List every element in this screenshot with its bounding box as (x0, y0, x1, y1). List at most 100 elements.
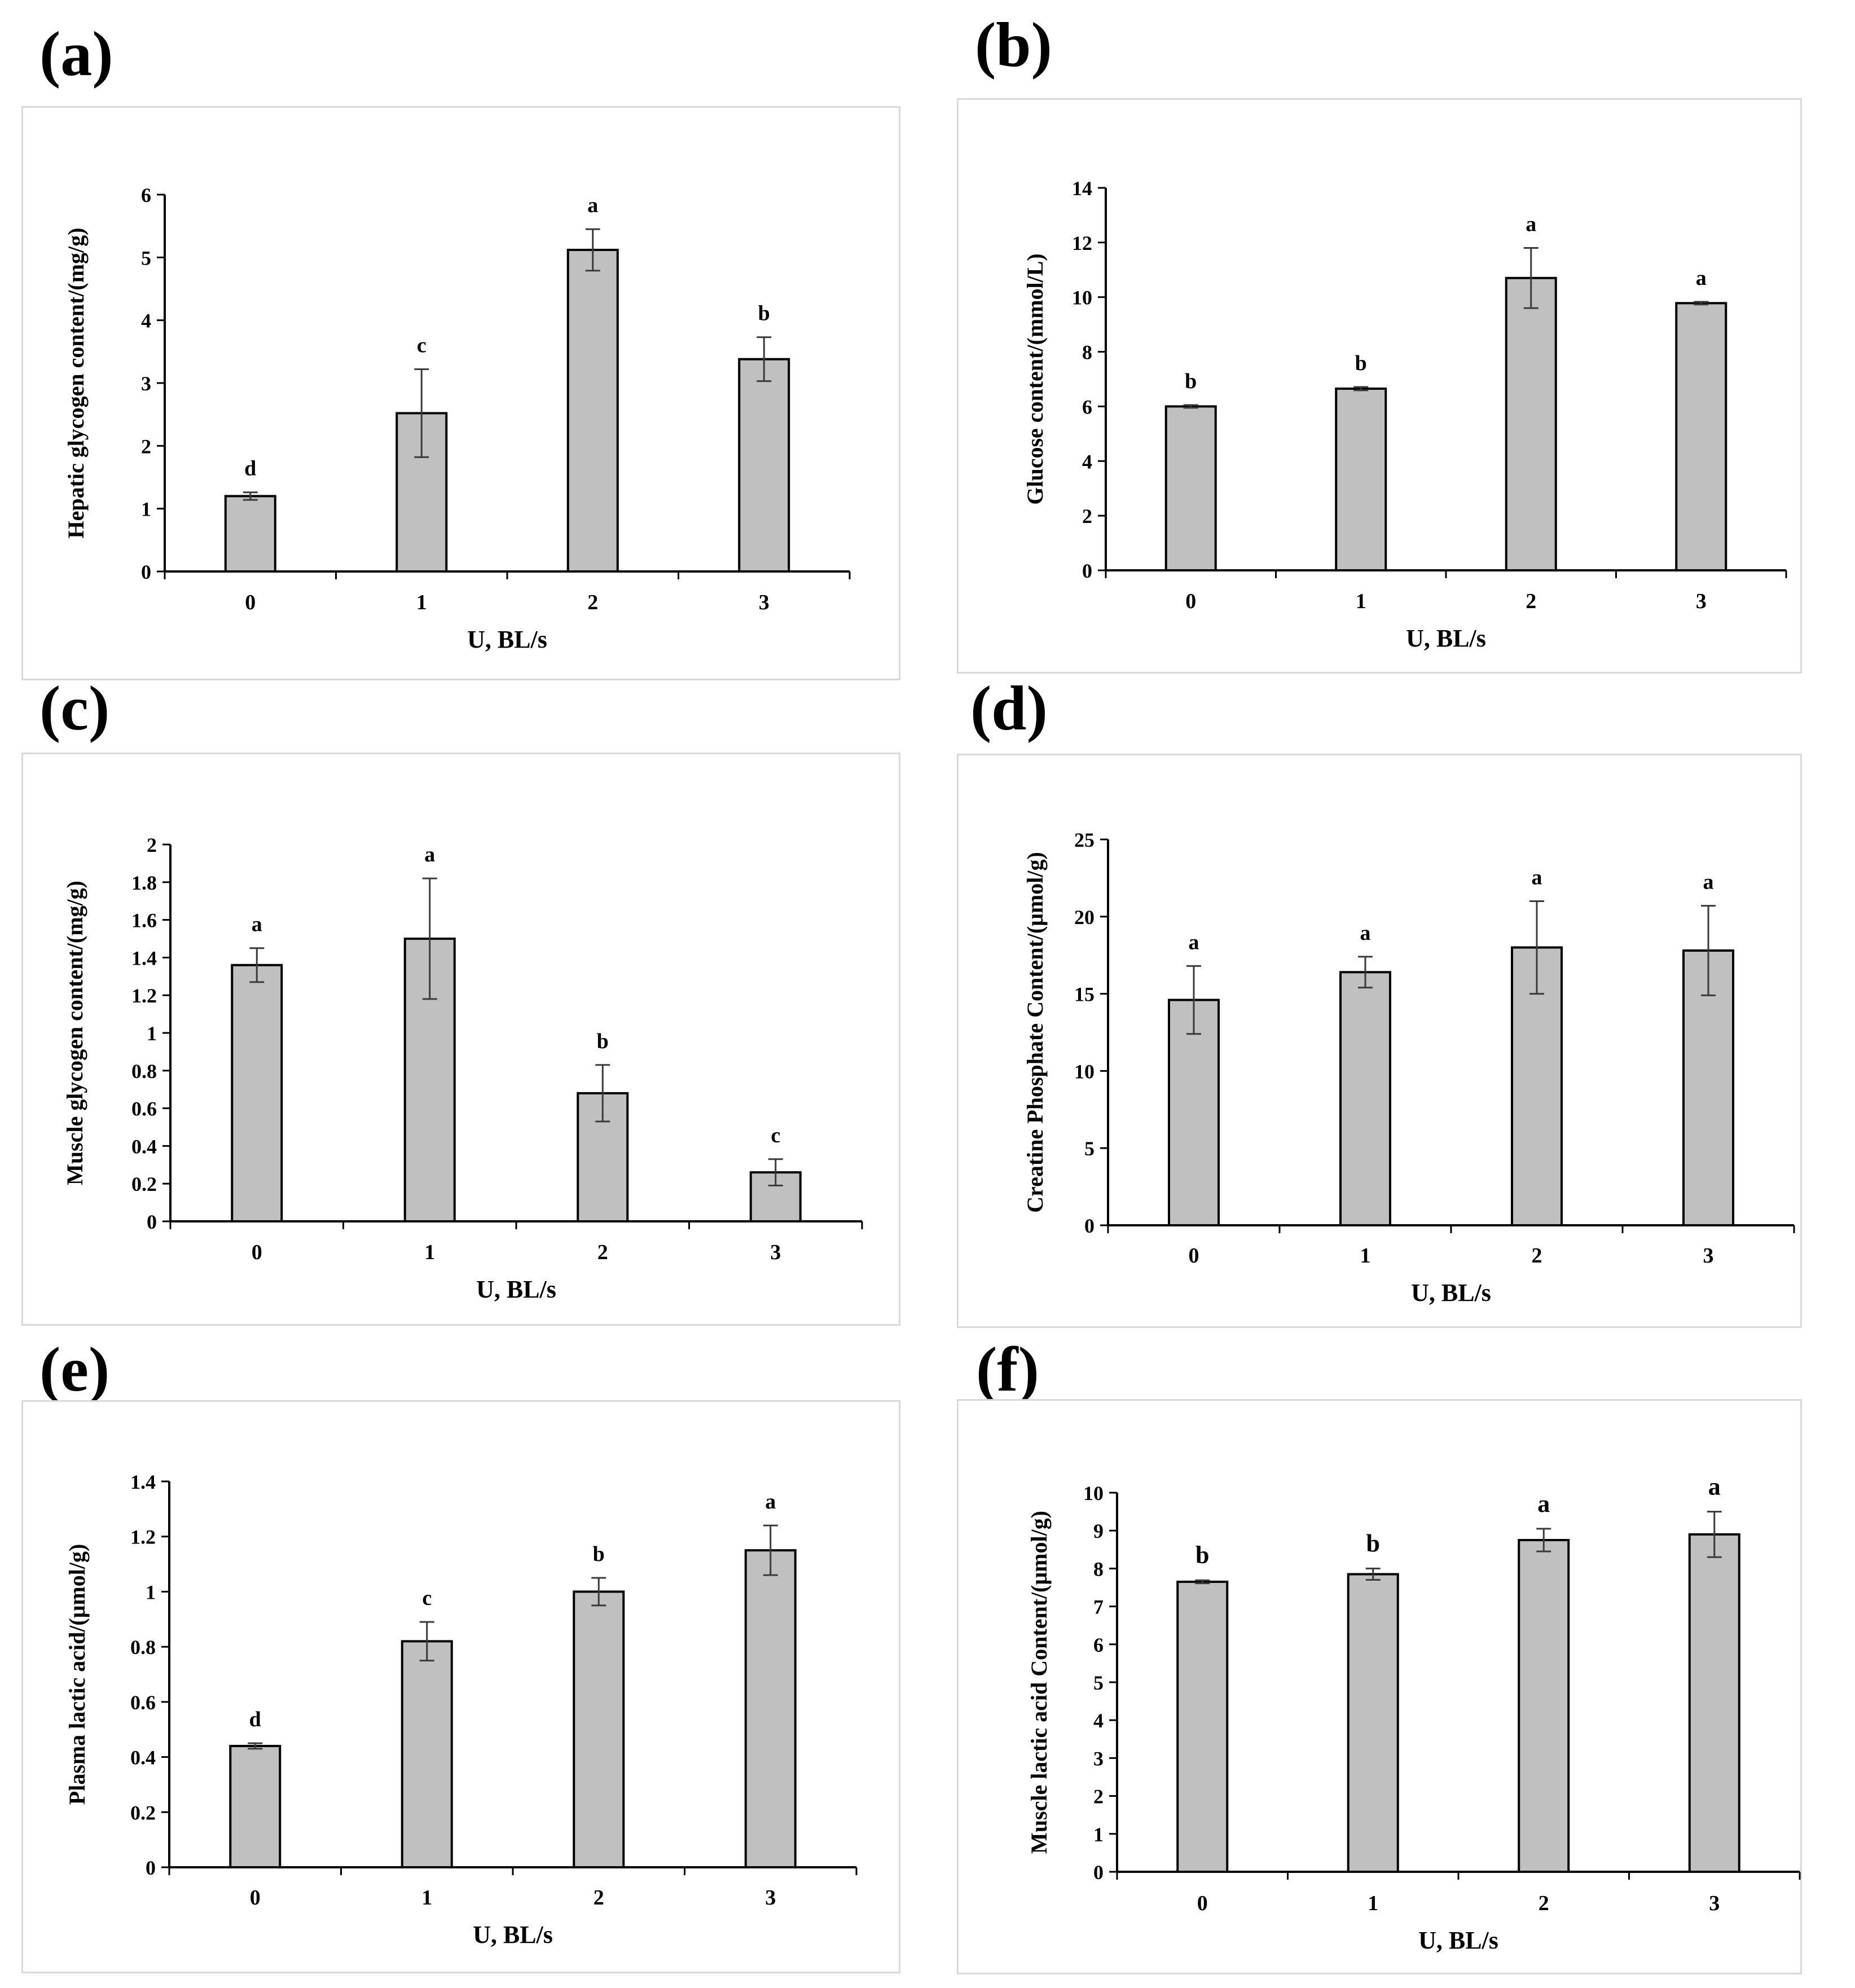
x-tick-label: 3 (1703, 1244, 1714, 1268)
panel-label-b: (b) (975, 10, 1052, 80)
bar (401, 1640, 453, 1868)
y-axis-label: Glucose content/(mmol/L) (1022, 253, 1048, 505)
significance-letter: a (1532, 865, 1542, 889)
bar (1168, 999, 1220, 1226)
y-tick-label: 1.8 (131, 872, 157, 894)
x-tick-label: 2 (597, 1241, 608, 1264)
y-tick-label: 2 (1082, 505, 1092, 527)
chart-c: 0 0.2 0.4 0.6 0.8 1 1.2 1.4 1.6 1.8 2 a 0 a 1 b 2 c 3 U, BL… (62, 834, 863, 1303)
x-tick-label: 0 (245, 591, 256, 614)
panel-label-f: (f) (976, 1335, 1039, 1405)
x-tick-label: 1 (1356, 590, 1366, 613)
y-tick-label: 1.6 (131, 909, 157, 932)
x-axis-label: U, BL/s (1418, 1927, 1498, 1954)
y-tick-label: 0 (1084, 1215, 1094, 1237)
bar (1505, 276, 1557, 572)
y-tick-label: 1 (1093, 1823, 1104, 1846)
y-tick-label: 1 (147, 1022, 157, 1045)
y-tick-label: 0.6 (130, 1691, 156, 1714)
y-tick-label: 0 (1082, 560, 1092, 582)
y-axis-label: Hepatic glycogen content/(mg/g) (63, 228, 89, 539)
x-tick-label: 1 (1360, 1244, 1371, 1268)
y-tick-label: 0 (147, 1211, 157, 1233)
x-tick-label: 3 (759, 591, 770, 614)
x-tick-label: 2 (1526, 590, 1536, 613)
significance-letter: d (244, 457, 256, 481)
y-tick-label: 4 (141, 310, 151, 332)
significance-letter: a (252, 913, 262, 936)
x-tick-label: 0 (252, 1241, 262, 1264)
bar (1335, 387, 1387, 571)
significance-letter: b (758, 302, 770, 326)
y-tick-label: 10 (1072, 287, 1092, 309)
y-tick-label: 1.2 (130, 1526, 156, 1549)
panel-label-d: (d) (970, 674, 1048, 744)
significance-letter: b (593, 1542, 605, 1566)
chart-d: 0 5 10 15 20 25 a 0 a 1 a 2 a 3 U, BL/s Creatine Phosph… (1022, 829, 1795, 1307)
y-tick-label: 5 (1093, 1672, 1104, 1694)
significance-letter: b (1185, 370, 1197, 393)
x-tick-label: 3 (770, 1241, 781, 1264)
y-tick-label: 3 (1093, 1747, 1104, 1770)
panel-label-e: (e) (39, 1335, 110, 1405)
panel-label-a: (a) (39, 19, 113, 89)
bar (1675, 302, 1727, 572)
y-tick-label: 10 (1074, 1060, 1094, 1083)
y-tick-label: 0.2 (131, 1173, 157, 1195)
significance-letter: a (765, 1490, 776, 1514)
x-tick-label: 1 (424, 1241, 435, 1264)
y-tick-label: 0 (1093, 1861, 1104, 1884)
y-tick-label: 1.4 (130, 1471, 156, 1493)
y-tick-label: 6 (141, 184, 151, 206)
y-tick-label: 2 (147, 834, 157, 856)
y-tick-label: 0 (146, 1857, 156, 1879)
y-tick-label: 1.2 (131, 984, 157, 1007)
y-tick-label: 0.8 (130, 1636, 156, 1659)
y-tick-label: 5 (141, 247, 151, 269)
chart-b: 0 2 4 6 8 10 12 14 b 0 b 1 a 2 a 3 U, BL/s Glucose conten… (1022, 177, 1787, 652)
y-tick-label: 12 (1072, 232, 1092, 254)
significance-letter: c (422, 1586, 432, 1610)
y-tick-label: 0.8 (131, 1060, 157, 1083)
y-tick-label: 8 (1082, 341, 1092, 364)
significance-letter: a (1696, 266, 1707, 290)
significance-letter: a (1360, 921, 1371, 945)
x-tick-label: 3 (1696, 590, 1707, 613)
bar (1176, 1580, 1229, 1873)
bar (1682, 949, 1734, 1226)
y-tick-label: 3 (141, 372, 151, 395)
x-tick-label: 1 (421, 1886, 432, 1910)
bar (1339, 971, 1391, 1227)
x-tick-label: 2 (1538, 1892, 1549, 1915)
y-axis-label: Plasma lactic acid/(μmol/g) (64, 1544, 90, 1805)
y-tick-label: 6 (1093, 1634, 1104, 1656)
y-tick-label: 2 (1093, 1785, 1104, 1808)
y-tick-label: 0.4 (131, 1135, 157, 1158)
y-tick-label: 9 (1093, 1520, 1104, 1542)
y-tick-label: 14 (1072, 177, 1092, 200)
bar (738, 358, 790, 573)
significance-letter: a (1537, 1490, 1550, 1518)
significance-letter: b (1195, 1541, 1209, 1569)
y-tick-label: 0 (141, 561, 151, 583)
significance-letter: b (597, 1030, 609, 1053)
bar (224, 495, 276, 573)
bar (573, 1590, 625, 1868)
x-axis-label: U, BL/s (1411, 1279, 1491, 1307)
y-axis-label: Muscle glycogen content/(mg/g) (62, 881, 87, 1185)
significance-letter: c (417, 334, 427, 358)
x-tick-label: 0 (1189, 1244, 1199, 1268)
x-tick-label: 0 (1197, 1892, 1208, 1915)
chart-e: 0 0.2 0.4 0.6 0.8 1 1.2 1.4 d 0 c 1 b 2 a 3 U, BL/s Plasm… (64, 1471, 858, 1949)
y-tick-label: 10 (1083, 1482, 1104, 1505)
panel-frame-c (21, 753, 900, 1326)
x-tick-label: 3 (765, 1886, 776, 1910)
x-axis-label: U, BL/s (1406, 624, 1486, 652)
bar (1347, 1573, 1399, 1873)
y-tick-label: 0.6 (131, 1098, 157, 1120)
bar (1518, 1539, 1570, 1873)
significance-letter: a (1526, 213, 1536, 236)
bar (566, 248, 619, 573)
significance-letter: a (587, 193, 598, 217)
x-axis-label: U, BL/s (467, 626, 547, 653)
